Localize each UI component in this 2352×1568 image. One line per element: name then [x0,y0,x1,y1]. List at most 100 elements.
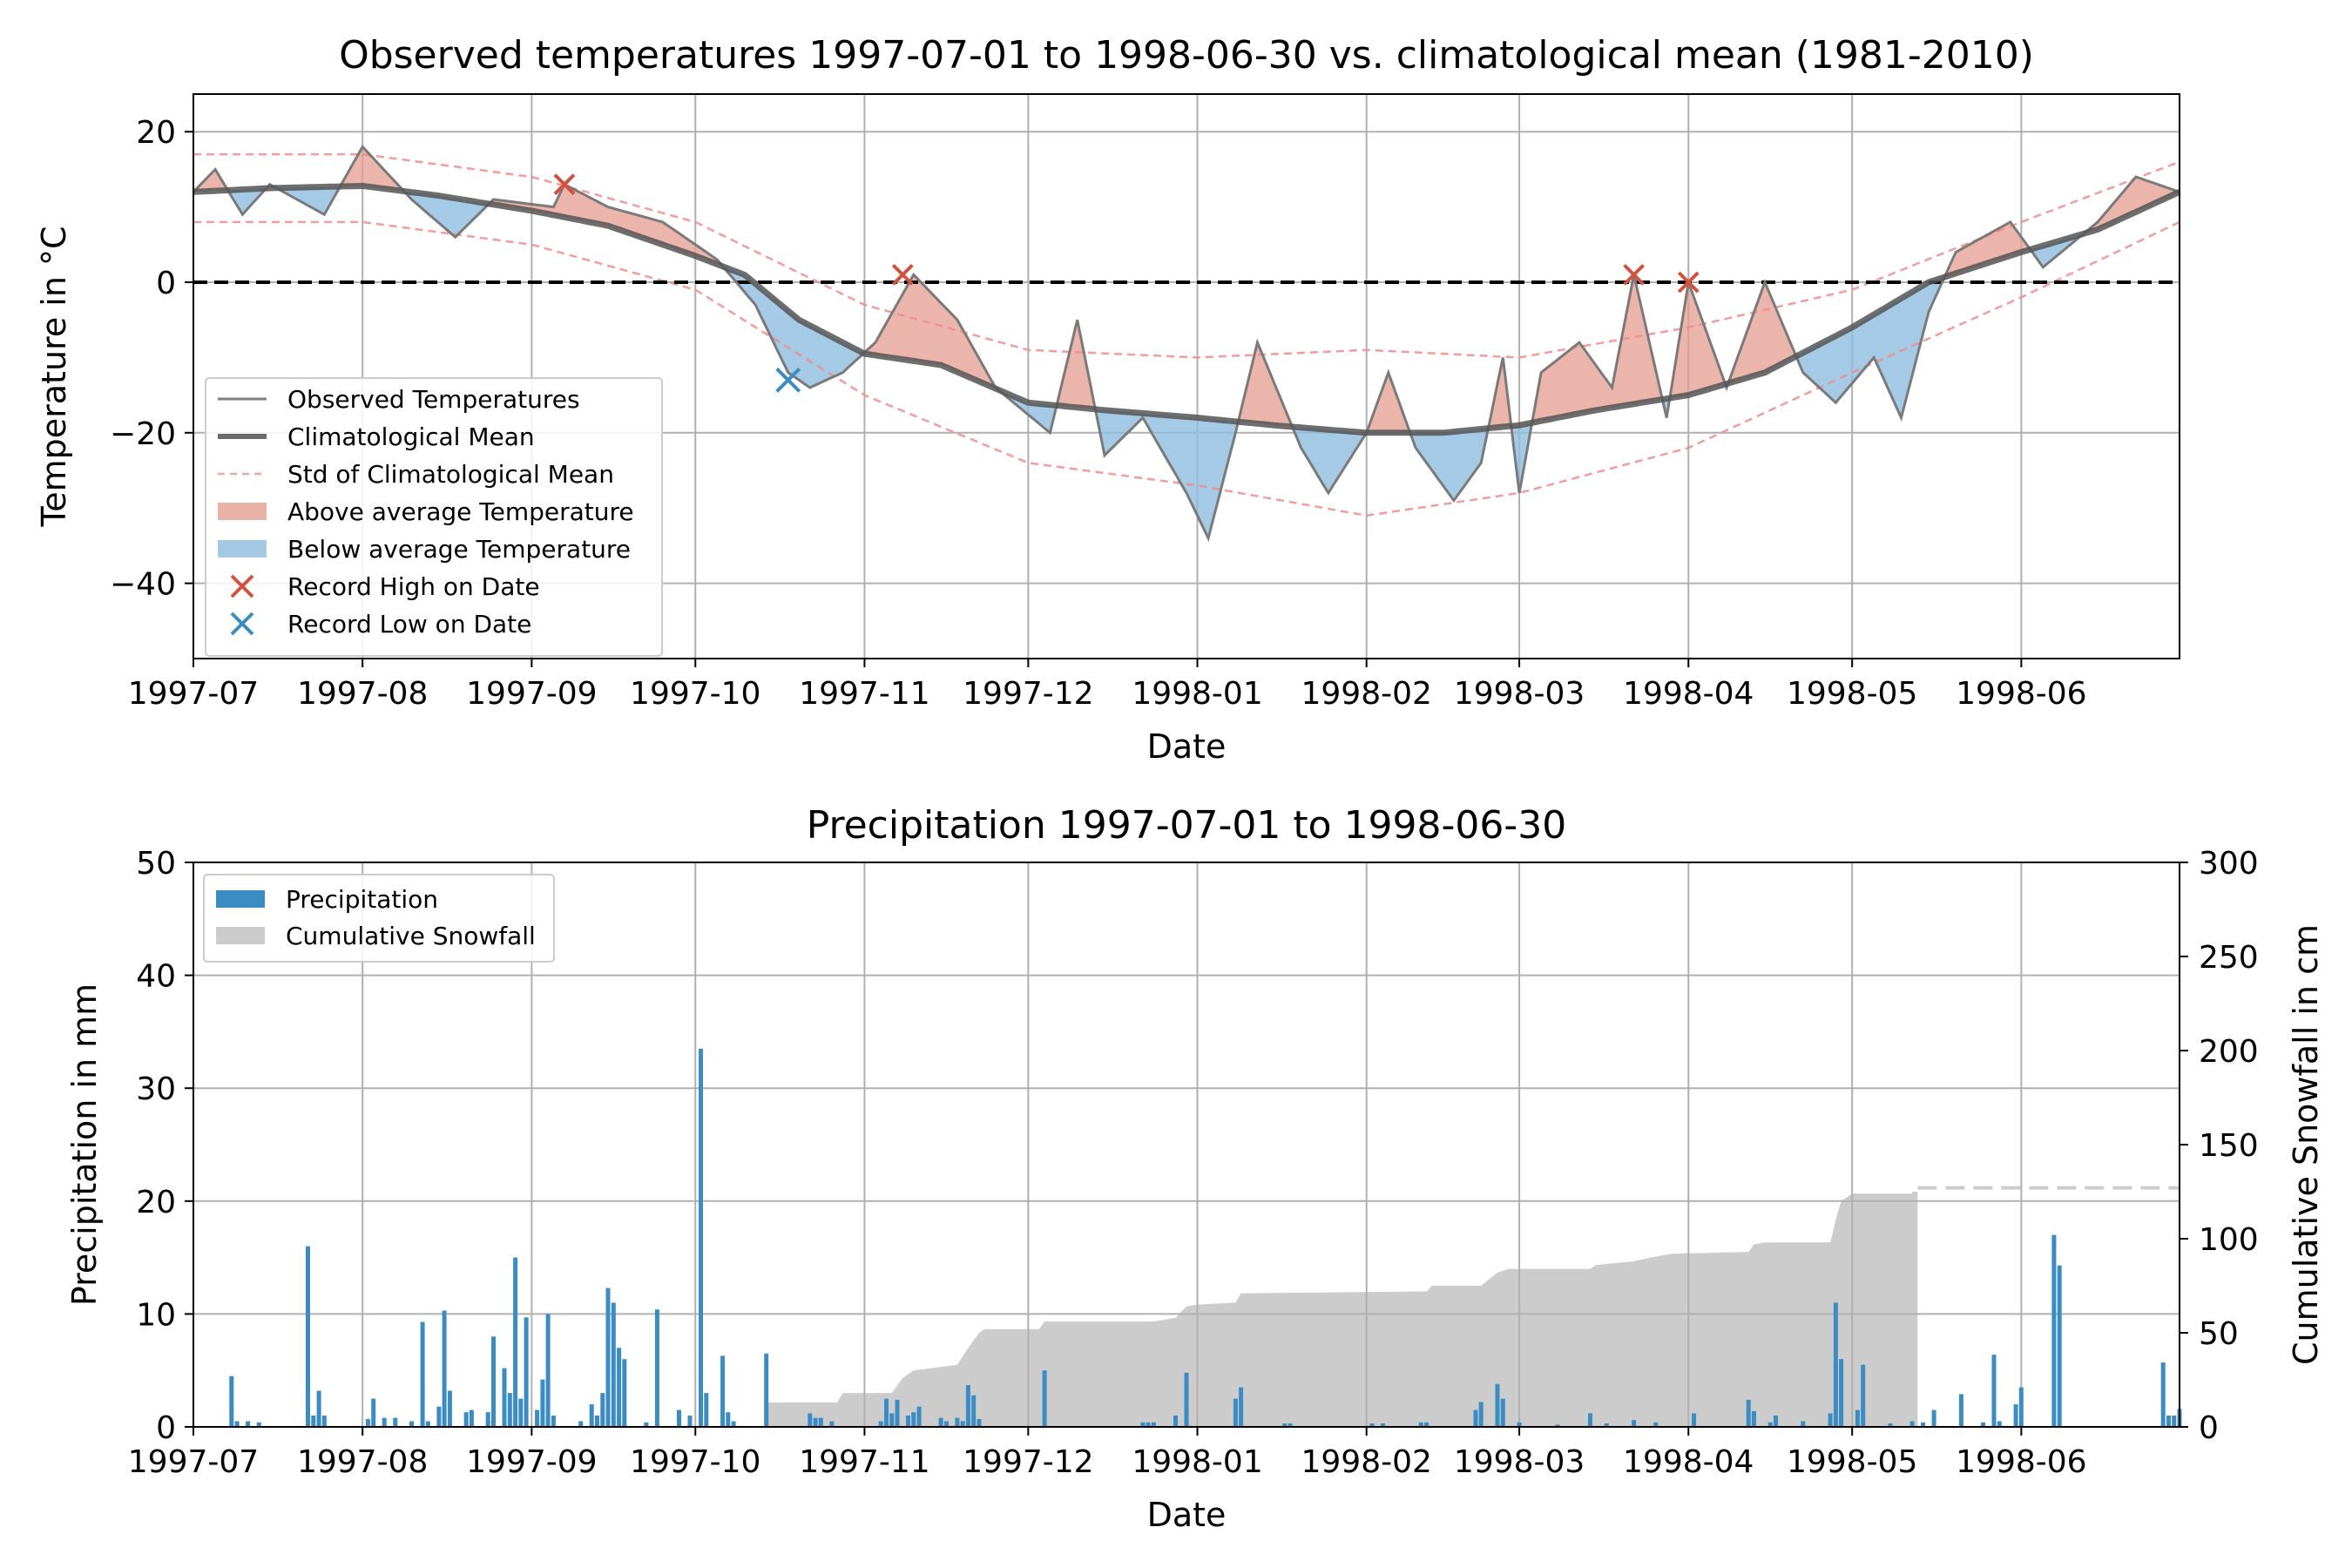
precipitation-bar [409,1421,414,1427]
precipitation-bar [1692,1413,1696,1427]
snowfall-y-tick-label: 0 [2199,1410,2219,1446]
precipitation-bar [1888,1423,1893,1427]
snowfall-y-ticks: 0 50 100 150 200 250 300 [2180,846,2259,1446]
precipitation-legend-label: Precipitation [286,885,438,914]
precipitation-bar [2018,1387,2024,1427]
snowfall-y-axis-label: Cumulative Snowfall in cm [2287,924,2325,1365]
legend-patch-swatch [218,540,267,558]
temperature-x-tick-label: 1998-03 [1454,676,1585,712]
record-high-marker [1677,271,1700,294]
precipitation-bar [1751,1410,1756,1427]
temperature-y-tick-label: −40 [110,567,176,603]
record-markers [553,173,1700,393]
precipitation-bar [1418,1422,1423,1427]
precipitation-bar [551,1416,556,1427]
precipitation-bar [1173,1416,1178,1427]
precipitation-bar [425,1421,430,1427]
precipitation-bar [829,1421,835,1427]
precipitation-bar [965,1385,970,1427]
temperature-anomaly-fill [193,146,2180,538]
legend-patch-swatch [218,503,267,520]
precipitation-x-tick-label: 1998-04 [1623,1444,1754,1480]
precipitation-bar [617,1348,622,1427]
snowfall-y-tick-label: 200 [2199,1034,2259,1070]
precipitation-x-tick-label: 1997-10 [630,1444,760,1480]
precipitation-bar [1997,1421,2002,1427]
temperature-legend: Observed Temperatures Climatological Mean… [205,377,663,657]
temperature-panel: Observed temperatures 1997-07-01 to 1998… [35,33,2181,766]
precipitation-bar [513,1257,518,1427]
precipitation-bar [524,1317,529,1427]
cumulative-snowfall-area [766,1186,2180,1427]
precipitation-bar [731,1421,736,1427]
precipitation-bar [1500,1398,1505,1427]
temperature-legend-label: Record Low on Date [287,610,531,639]
temperature-lines [192,144,2181,543]
precipitation-bar [485,1412,490,1427]
precipitation-x-tick-label: 1998-06 [1956,1444,2086,1480]
precipitation-bar [1478,1402,1484,1427]
precipitation-bar [1042,1370,1047,1427]
precipitation-bar [447,1390,452,1427]
precipitation-bar [960,1421,965,1427]
temperature-legend-box [205,377,663,657]
precipitation-bar [545,1314,551,1427]
temperature-y-tick-label: 20 [136,115,176,151]
precipitation-bar [1828,1413,1833,1427]
precipitation-bar [1424,1422,1429,1427]
temperature-y-tick-label: −20 [110,416,176,452]
snowfall-y-tick-label: 250 [2199,940,2259,976]
precipitation-bar [1151,1422,1156,1427]
precipitation-bar [518,1398,524,1427]
precipitation-x-tick-label: 1997-11 [799,1444,929,1480]
precipitation-bar [654,1309,659,1427]
precipitation-bar [1369,1423,1375,1427]
above-average-fill [193,146,2180,449]
precipitation-bar [677,1409,681,1427]
precipitation-bar [1801,1421,1806,1427]
precipitation-bar [884,1398,889,1427]
precipitation-bar [687,1416,693,1427]
precipitation-bar [1653,1422,1659,1427]
precipitation-bar [1184,1372,1189,1427]
precipitation-x-tick-label: 1997-12 [963,1444,1093,1480]
temperature-legend-label: Record High on Date [287,572,540,601]
precipitation-bar [764,1353,769,1427]
precipitation-bar [1146,1422,1151,1427]
temperature-legend-label: Below average Temperature [287,535,631,564]
precipitation-bar [1855,1409,1860,1427]
precipitation-bar [420,1321,425,1427]
temperature-x-tick-label: 1998-01 [1132,676,1262,712]
climatological-mean-line [193,182,2181,436]
precipitation-bar [938,1417,943,1427]
precipitation-bar [1588,1413,1592,1427]
precipitation-bar [1861,1364,1866,1427]
observed-temperature-line [192,144,2180,543]
precipitation-bar [818,1417,823,1427]
precipitation-bar [436,1406,442,1427]
precipitation-bar [889,1413,895,1427]
precipitation-bar [2051,1234,2057,1427]
precipitation-y-tick-label: 30 [136,1071,176,1107]
precipitation-y-axis-label: Precipitation in mm [65,983,104,1306]
precipitation-bar [955,1417,960,1427]
legend-patch-swatch [216,890,265,908]
precipitation-legend-label: Cumulative Snowfall [286,922,536,950]
precipitation-x-tick-label: 1998-03 [1454,1444,1585,1480]
precipitation-bar [906,1416,910,1427]
precipitation-bar [1140,1422,1146,1427]
precipitation-x-tick-label: 1998-02 [1301,1444,1431,1480]
precipitation-bar [382,1417,387,1427]
cumulative-snowfall-fill [766,1192,1918,1427]
precipitation-bar [1981,1422,1985,1427]
precipitation-bar [507,1393,512,1427]
precipitation-bar [726,1412,731,1427]
precipitation-bar [1282,1423,1288,1427]
precipitation-bar [1239,1387,1244,1427]
precipitation-y-ticks: 0 10 20 30 40 50 [136,846,193,1446]
precipitation-bar [316,1390,321,1427]
precipitation-legend: Precipitation Cumulative Snowfall [203,874,555,963]
precipitation-bar [704,1393,709,1427]
precipitation-y-tick-label: 40 [136,959,176,995]
